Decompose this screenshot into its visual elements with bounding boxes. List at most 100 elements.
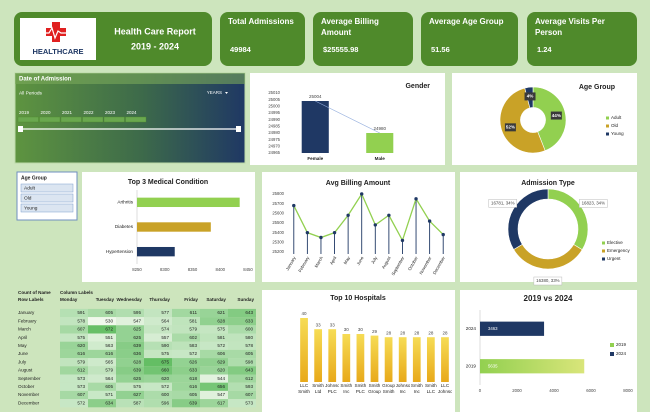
y-tick-label: 24980 <box>268 130 280 135</box>
table-corner: Count of Name <box>18 290 51 295</box>
table-value: 634 <box>105 400 113 405</box>
table-cell <box>172 333 200 342</box>
table-row-label: October <box>18 384 35 389</box>
slicer-title: Age Group <box>21 175 47 181</box>
table-value: 583 <box>189 343 197 348</box>
table-cell <box>116 333 144 342</box>
table-cell <box>88 333 116 342</box>
table-cell <box>116 366 144 375</box>
x-tick-label: Smith Inc <box>340 383 353 394</box>
year-tile[interactable] <box>125 116 147 123</box>
legend-label: Elective <box>607 240 623 245</box>
chart-title: 2019 vs 2024 <box>524 294 573 303</box>
table-value: 605 <box>245 351 253 356</box>
table-value: 620 <box>217 368 225 373</box>
x-tick-label: 8300 <box>160 267 170 272</box>
table-value: 620 <box>161 376 169 381</box>
dropdown-arrow <box>225 92 228 94</box>
y-tick-label: Arthritis <box>117 200 133 205</box>
table-cell <box>116 325 144 334</box>
y-tick-label: 24990 <box>268 117 280 122</box>
table-value: 633 <box>245 318 253 323</box>
table-value: 581 <box>189 318 197 323</box>
x-tick-label-box: Johnson PLC <box>325 383 339 394</box>
x-tick-label: Smith LLC <box>424 383 437 394</box>
marker <box>387 213 391 217</box>
x-tick-label-box: Smith Inc <box>411 383 423 394</box>
data-label: 28 <box>428 330 434 335</box>
table-value: 590 <box>161 343 169 348</box>
y-tick-label: Diabetes <box>115 224 134 229</box>
x-tick-label: Smith PLC <box>354 383 367 394</box>
bar <box>137 222 211 232</box>
legend-label: Old <box>611 123 619 128</box>
y-tick-label: Hypertension <box>106 249 134 254</box>
table-cell <box>88 399 116 408</box>
bar <box>441 337 449 382</box>
chart-title: Gender <box>405 83 430 90</box>
table-value: 564 <box>105 376 113 381</box>
y-tick-label: 24985 <box>268 123 280 128</box>
table-cell <box>60 333 88 342</box>
x-tick-label-box: Smith PLC <box>354 383 367 394</box>
logo-cross <box>46 22 66 42</box>
y-tick-label: 25300 <box>272 239 284 244</box>
slicer-item[interactable] <box>20 193 74 203</box>
table-cell <box>60 341 88 350</box>
table-value: 573 <box>245 400 253 405</box>
slicer-item[interactable] <box>20 203 74 213</box>
table-column: Tuesday <box>96 297 115 302</box>
bar <box>370 335 379 382</box>
legend-label: 2019 <box>616 342 627 347</box>
data-label: 28 <box>386 330 392 335</box>
table-value: 643 <box>245 368 253 373</box>
table-value: 579 <box>105 368 113 373</box>
table-value: 607 <box>77 327 85 332</box>
table-value: 575 <box>133 384 141 389</box>
table-value: 607 <box>77 392 85 397</box>
year-tile[interactable] <box>39 116 61 123</box>
table-value: 628 <box>217 318 225 323</box>
year-tile[interactable] <box>60 116 82 123</box>
legend-swatch <box>610 352 614 356</box>
table-cell <box>88 366 116 375</box>
y-tick-label: 25010 <box>268 90 280 95</box>
table-value: 606 <box>217 351 225 356</box>
table-value: 612 <box>245 376 253 381</box>
legend-label: 2024 <box>616 351 627 356</box>
data-label: 29 <box>372 329 378 334</box>
year-tile[interactable] <box>82 116 104 123</box>
bar <box>426 337 435 382</box>
slicer-period: All Periods <box>19 90 43 96</box>
table-cell <box>116 358 144 367</box>
slicer-item-label: Old <box>24 195 32 201</box>
table-row-label: August <box>18 368 33 373</box>
x-tick-label-box: Johnson Inc <box>396 383 410 394</box>
bar <box>137 197 240 208</box>
table-value: 564 <box>161 318 169 323</box>
table-value: 643 <box>245 310 253 315</box>
table-value: 639 <box>189 400 197 405</box>
table-column-header: Column Labels <box>60 290 93 295</box>
x-tick-label: 8250 <box>132 267 142 272</box>
table-cell <box>88 390 116 400</box>
table-cell <box>200 308 228 318</box>
bar <box>301 101 329 153</box>
kpi-label: Total Admissions <box>228 17 294 26</box>
panel <box>250 73 445 165</box>
x-tick-label: Smith Ltd <box>312 383 324 394</box>
table-cell <box>60 366 88 375</box>
data-label: 33 <box>316 322 322 327</box>
year-tile[interactable] <box>17 116 39 123</box>
slicer-item[interactable] <box>20 183 74 193</box>
data-label: 5635 <box>488 363 498 368</box>
table-value: 573 <box>77 384 85 389</box>
table-cell <box>200 317 228 326</box>
y-tick-label: 2019 <box>466 363 477 368</box>
year-tile[interactable] <box>103 116 125 123</box>
label-box <box>524 92 536 101</box>
table-cell <box>228 325 256 334</box>
table-value: 595 <box>133 310 141 315</box>
data-label: 16823, 34% <box>582 201 606 206</box>
data-label: 24980 <box>373 126 386 131</box>
